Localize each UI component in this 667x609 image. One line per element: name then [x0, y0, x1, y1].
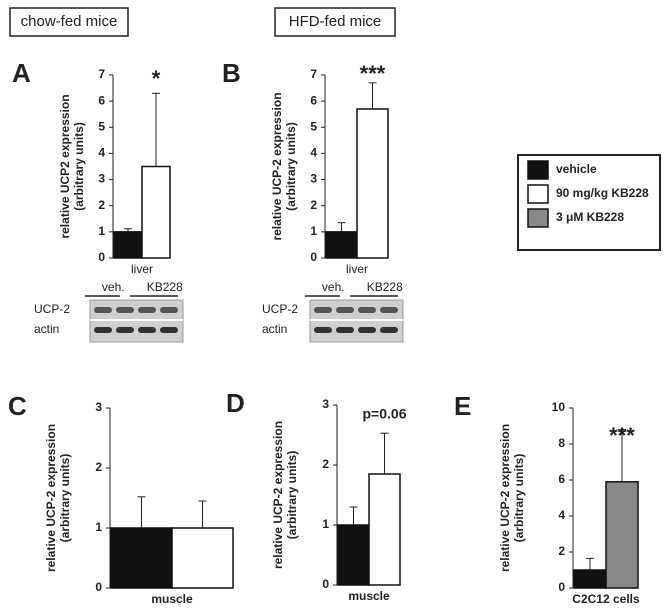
y-tick-label: 3 [95, 400, 102, 414]
blot-band [358, 327, 376, 333]
y-tick-label: 4 [98, 146, 105, 160]
lane-label: KB228 [367, 280, 403, 294]
bar [110, 527, 173, 589]
legend-label: 3 μM KB228 [556, 210, 624, 224]
legend-swatch [527, 160, 549, 180]
y-axis-label: (arbitrary units) [58, 454, 72, 543]
blot-band [314, 307, 332, 313]
blot-band [314, 327, 332, 333]
blot-band [380, 307, 398, 313]
bar [605, 481, 639, 589]
y-tick-label: 6 [98, 93, 105, 107]
y-tick-label: 7 [310, 67, 317, 81]
blot-band [336, 307, 354, 313]
y-tick-label: 2 [98, 198, 105, 212]
blot-band [138, 307, 156, 313]
y-axis-label: relative UCP-2 expression [271, 421, 285, 569]
y-tick-label: 2 [310, 198, 317, 212]
bar [141, 165, 171, 259]
bar [337, 524, 370, 586]
blot-band [160, 327, 178, 333]
header: chow-fed mice [21, 13, 118, 30]
panel-letter: E [454, 391, 471, 421]
y-tick-label: 10 [552, 400, 566, 414]
y-axis-label: (arbitrary units) [512, 454, 526, 543]
y-tick-label: 5 [310, 119, 317, 133]
y-tick-label: 0 [322, 577, 329, 591]
bar [325, 231, 358, 259]
x-axis-label: muscle [348, 589, 390, 603]
y-tick-label: 1 [310, 224, 317, 238]
x-axis-label: liver [131, 262, 153, 276]
y-tick-label: 1 [95, 520, 102, 534]
blot-row-label: actin [34, 322, 59, 336]
y-tick-label: 6 [558, 472, 565, 486]
y-tick-label: 8 [558, 436, 565, 450]
blot-band [160, 307, 178, 313]
panel-letter: B [222, 58, 241, 88]
blot-band [116, 327, 134, 333]
y-tick-label: 1 [98, 224, 105, 238]
y-tick-label: 6 [310, 93, 317, 107]
lane-label: veh. [102, 280, 125, 294]
bar [171, 527, 234, 589]
y-tick-label: 7 [98, 67, 105, 81]
blot-band [94, 327, 112, 333]
legend-swatch [527, 184, 549, 204]
bar [573, 569, 607, 589]
y-axis-label: (arbitrary units) [285, 451, 299, 540]
y-tick-label: 4 [310, 146, 317, 160]
annotation: * [152, 66, 161, 91]
y-axis-label: relative UCP-2 expression [270, 92, 284, 240]
y-tick-label: 1 [322, 517, 329, 531]
blot-row-label: UCP-2 [262, 302, 298, 316]
panel-letter: C [8, 391, 27, 421]
x-axis-label: C2C12 cells [572, 592, 640, 606]
y-tick-label: 2 [558, 544, 565, 558]
blot-band [358, 307, 376, 313]
annotation: *** [609, 423, 635, 448]
y-tick-label: 0 [98, 250, 105, 264]
y-tick-label: 3 [98, 172, 105, 186]
annotation: p=0.06 [363, 406, 407, 422]
y-axis-label: relative UCP-2 expression [44, 424, 58, 572]
blot-band [138, 327, 156, 333]
y-tick-label: 2 [322, 457, 329, 471]
y-axis-label: relative UCP-2 expression [498, 424, 512, 572]
legend-swatch [527, 208, 549, 228]
y-tick-label: 3 [310, 172, 317, 186]
y-tick-label: 4 [558, 508, 565, 522]
blot-band [116, 307, 134, 313]
lane-label: veh. [322, 280, 345, 294]
y-tick-label: 0 [310, 250, 317, 264]
y-tick-label: 2 [95, 460, 102, 474]
header-box [274, 7, 396, 37]
header: HFD-fed mice [289, 13, 382, 30]
lane-label: KB228 [147, 280, 183, 294]
y-tick-label: 3 [322, 397, 329, 411]
bar [368, 473, 401, 586]
y-axis-label: relative UCP2 expression [58, 94, 72, 238]
blot-row-label: actin [262, 322, 287, 336]
blot-band [380, 327, 398, 333]
x-axis-label: liver [346, 262, 368, 276]
x-axis-label: muscle [151, 592, 193, 606]
y-axis-label: (arbitrary units) [284, 122, 298, 211]
header-box [9, 7, 129, 37]
legend-label: vehicle [556, 162, 597, 176]
y-axis-label: (arbitrary units) [72, 122, 86, 211]
annotation: *** [360, 61, 386, 86]
blot-band [336, 327, 354, 333]
blot-band [94, 307, 112, 313]
y-tick-label: 0 [95, 580, 102, 594]
y-tick-label: 5 [98, 119, 105, 133]
legend-label: 90 mg/kg KB228 [556, 186, 649, 200]
blot-row-label: UCP-2 [34, 302, 70, 316]
y-tick-label: 0 [558, 580, 565, 594]
bar [113, 231, 143, 259]
bar [356, 108, 389, 259]
panel-letter: A [12, 58, 31, 88]
panel-letter: D [226, 388, 245, 418]
